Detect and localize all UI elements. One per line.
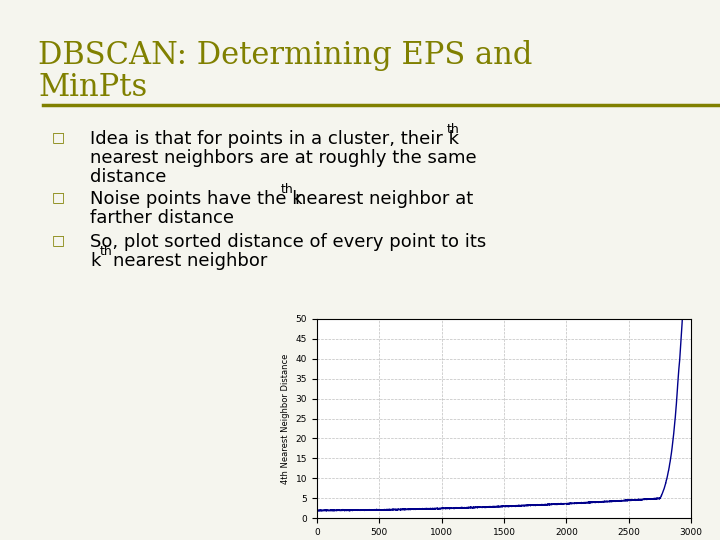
Text: □: □: [52, 233, 65, 247]
Text: nearest neighbors are at roughly the same: nearest neighbors are at roughly the sam…: [90, 149, 477, 167]
Text: DBSCAN: Determining EPS and: DBSCAN: Determining EPS and: [38, 40, 532, 71]
Y-axis label: 4th Nearest Neighbor Distance: 4th Nearest Neighbor Distance: [281, 353, 290, 484]
Text: farther distance: farther distance: [90, 209, 234, 227]
Text: k: k: [90, 252, 100, 270]
Text: Idea is that for points in a cluster, their k: Idea is that for points in a cluster, th…: [90, 130, 459, 148]
Text: So, plot sorted distance of every point to its: So, plot sorted distance of every point …: [90, 233, 486, 251]
Text: distance: distance: [90, 168, 166, 186]
Text: th: th: [281, 183, 294, 196]
Text: th: th: [100, 245, 113, 258]
Text: nearest neighbor: nearest neighbor: [113, 252, 267, 270]
Text: □: □: [52, 130, 65, 144]
Text: nearest neighbor at: nearest neighbor at: [295, 190, 473, 208]
Text: MinPts: MinPts: [38, 72, 148, 103]
Text: Noise points have the k: Noise points have the k: [90, 190, 302, 208]
Text: th: th: [447, 123, 460, 136]
Text: □: □: [52, 190, 65, 204]
